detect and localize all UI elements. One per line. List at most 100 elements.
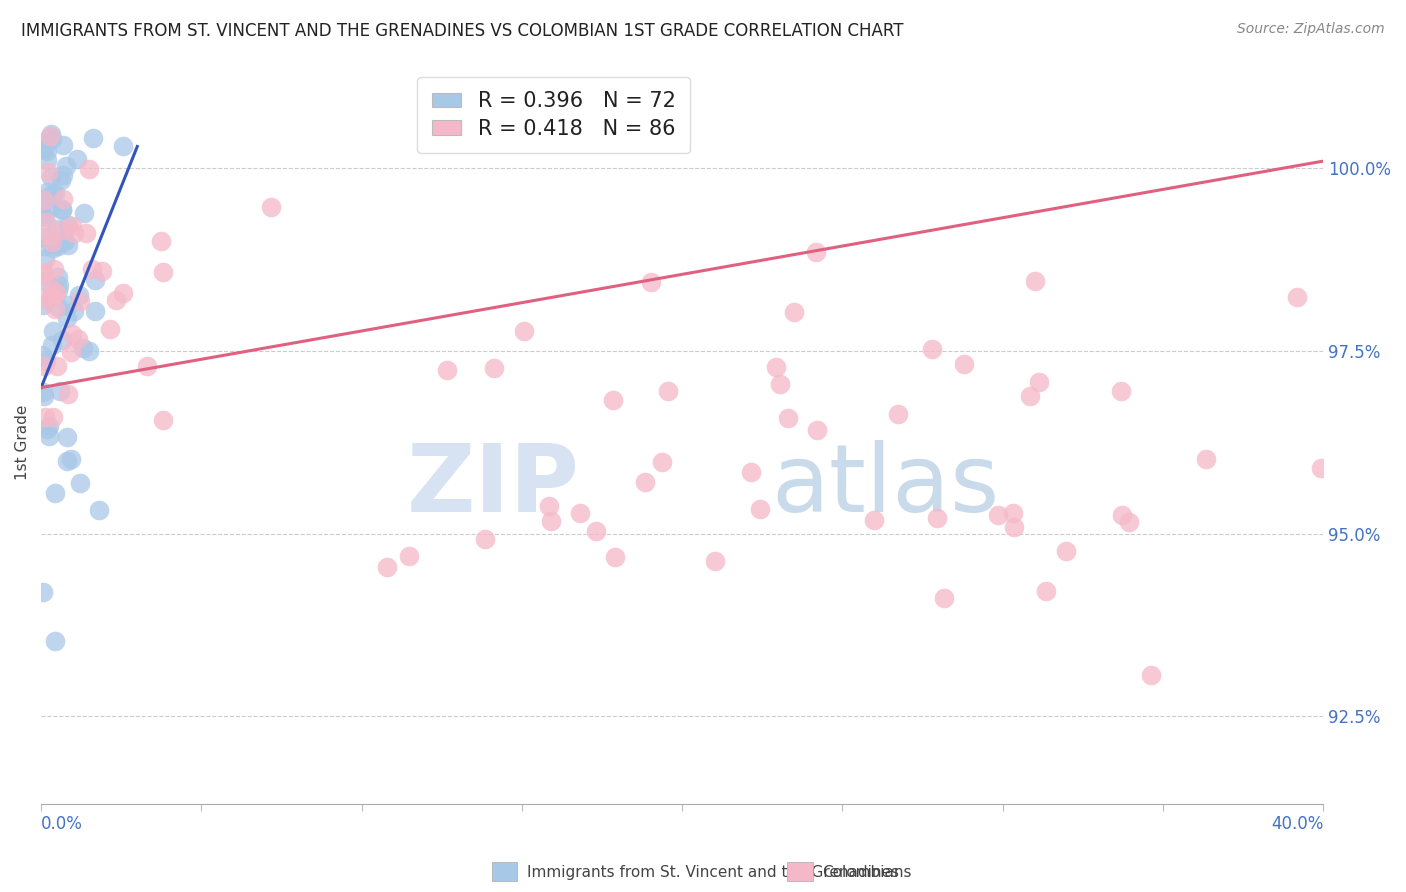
Point <box>32 136 55 150</box>
Point <box>31 142 53 156</box>
Point <box>765 360 787 375</box>
Point <box>37 422 59 436</box>
Point <box>49 235 72 249</box>
Point <box>34 409 56 424</box>
Point <box>72 206 94 220</box>
Point <box>34 252 56 266</box>
Point <box>540 514 562 528</box>
Y-axis label: 1st Grade: 1st Grade <box>15 405 30 480</box>
Point <box>34 266 56 280</box>
Point <box>136 359 159 374</box>
Point <box>35 215 58 229</box>
Point <box>41 235 63 249</box>
Point <box>32 211 55 225</box>
Point <box>56 386 79 401</box>
Point <box>1054 543 1077 558</box>
Point <box>740 466 762 480</box>
Point <box>34 194 56 208</box>
Point <box>56 238 79 252</box>
Point <box>39 128 62 143</box>
Point <box>46 239 69 253</box>
Point <box>56 429 79 443</box>
Point <box>39 129 62 144</box>
Point <box>83 304 105 318</box>
Text: ZIP: ZIP <box>406 440 579 532</box>
Point <box>44 634 66 648</box>
Point <box>927 511 949 525</box>
Point <box>44 485 66 500</box>
Point <box>112 139 135 153</box>
Point <box>932 591 955 606</box>
Point <box>603 550 626 565</box>
Point <box>150 235 173 249</box>
Point <box>1195 452 1218 467</box>
Point <box>53 235 76 249</box>
Point <box>52 223 75 237</box>
Point <box>152 413 174 427</box>
Point <box>1111 384 1133 398</box>
Point <box>152 265 174 279</box>
Point <box>921 342 943 356</box>
Point <box>38 419 60 434</box>
Point <box>651 455 673 469</box>
Point <box>69 293 91 308</box>
Point <box>1028 376 1050 390</box>
Point <box>640 275 662 289</box>
Point <box>31 193 53 207</box>
Point <box>42 289 65 303</box>
Point <box>79 161 101 176</box>
Point <box>887 407 910 421</box>
Point <box>484 360 506 375</box>
Point <box>35 353 58 368</box>
Point <box>82 261 104 276</box>
Point <box>46 270 69 285</box>
Point <box>34 389 56 403</box>
Point <box>75 227 97 241</box>
Point <box>90 264 112 278</box>
Point <box>31 585 53 599</box>
Point <box>602 392 624 407</box>
Point <box>46 300 69 314</box>
Point <box>436 363 458 377</box>
Point <box>35 185 58 199</box>
Point <box>31 348 53 362</box>
Point <box>474 533 496 547</box>
Point <box>44 186 66 201</box>
Point <box>39 170 62 185</box>
Point <box>1001 506 1024 520</box>
Point <box>42 261 65 276</box>
Point <box>1309 460 1331 475</box>
Point <box>1018 389 1040 403</box>
Point <box>568 507 591 521</box>
Point <box>44 302 66 317</box>
Point <box>34 239 56 253</box>
Point <box>67 287 90 301</box>
Point <box>72 341 94 355</box>
Point <box>51 202 73 216</box>
Point <box>41 338 63 352</box>
Point <box>769 376 792 391</box>
Point <box>51 333 73 347</box>
Point <box>82 130 104 145</box>
Point <box>48 277 70 292</box>
Text: 40.0%: 40.0% <box>1271 815 1323 833</box>
Point <box>66 152 89 166</box>
Point <box>704 554 727 568</box>
Point <box>34 359 56 374</box>
Point <box>51 202 73 217</box>
Point <box>69 475 91 490</box>
Text: IMMIGRANTS FROM ST. VINCENT AND THE GRENADINES VS COLOMBIAN 1ST GRADE CORRELATIO: IMMIGRANTS FROM ST. VINCENT AND THE GREN… <box>21 22 904 40</box>
Text: Source: ZipAtlas.com: Source: ZipAtlas.com <box>1237 22 1385 37</box>
Point <box>1002 520 1025 534</box>
Point <box>585 524 607 539</box>
Point <box>77 344 100 359</box>
Point <box>1111 508 1133 522</box>
Point <box>63 304 86 318</box>
Point <box>49 384 72 398</box>
Point <box>56 311 79 326</box>
Point <box>1024 274 1046 288</box>
Point <box>89 503 111 517</box>
Point <box>953 357 976 371</box>
Point <box>37 165 59 179</box>
Point <box>62 326 84 341</box>
